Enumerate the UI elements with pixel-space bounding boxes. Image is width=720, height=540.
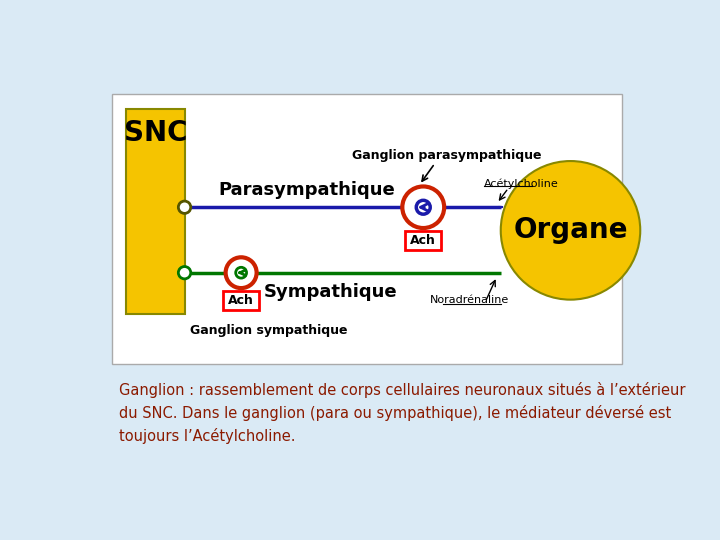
Text: Acétylcholine: Acétylcholine bbox=[484, 179, 559, 190]
Circle shape bbox=[500, 161, 640, 300]
Circle shape bbox=[416, 200, 431, 214]
Circle shape bbox=[402, 186, 444, 228]
Text: Ach: Ach bbox=[228, 294, 254, 307]
Circle shape bbox=[235, 267, 246, 278]
Circle shape bbox=[225, 257, 256, 288]
Text: Organe: Organe bbox=[513, 217, 628, 244]
Text: Parasympathique: Parasympathique bbox=[219, 181, 395, 199]
Text: Ganglion : rassemblement de corps cellulaires neuronaux situés à l’extérieur
du : Ganglion : rassemblement de corps cellul… bbox=[120, 382, 686, 444]
FancyBboxPatch shape bbox=[223, 291, 259, 309]
FancyBboxPatch shape bbox=[112, 94, 621, 363]
Text: Noradrénaline: Noradrénaline bbox=[430, 295, 509, 306]
Circle shape bbox=[179, 267, 191, 279]
Text: Sympathique: Sympathique bbox=[264, 283, 397, 301]
Bar bbox=[127, 110, 184, 314]
Text: Ganglion sympathique: Ganglion sympathique bbox=[189, 324, 347, 337]
FancyBboxPatch shape bbox=[405, 231, 441, 249]
Text: SNC: SNC bbox=[124, 119, 187, 146]
Text: Ach: Ach bbox=[410, 234, 436, 247]
Text: Ganglion parasympathique: Ganglion parasympathique bbox=[352, 149, 541, 162]
Circle shape bbox=[179, 201, 191, 213]
